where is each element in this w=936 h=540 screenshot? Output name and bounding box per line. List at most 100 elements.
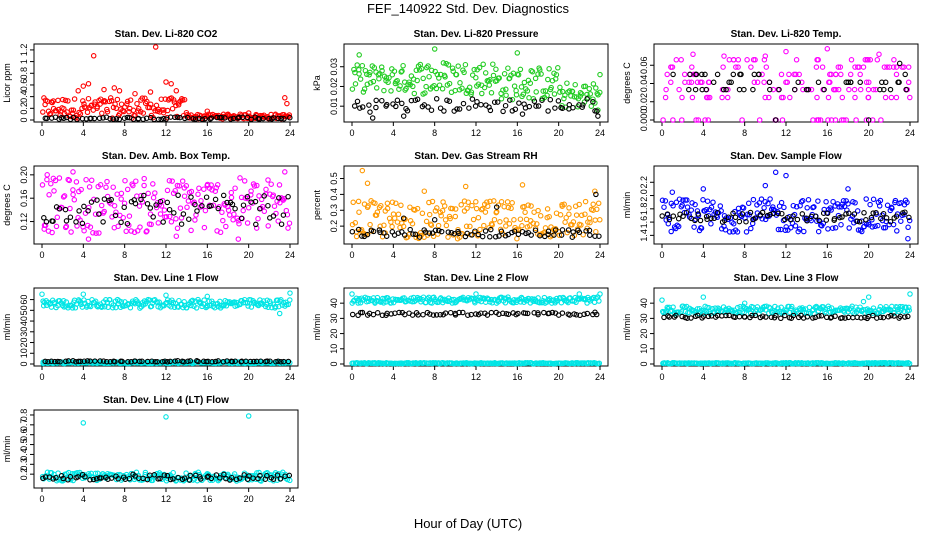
data-point [838, 221, 844, 228]
data-point [44, 172, 50, 178]
data-point [287, 360, 293, 366]
x-tick-label: 0 [39, 372, 44, 382]
data-point [426, 211, 433, 218]
data-point [220, 217, 226, 224]
data-point [427, 221, 434, 227]
data-point [768, 314, 775, 320]
data-point [248, 188, 254, 194]
x-tick-label: 4 [391, 372, 396, 382]
data-point [783, 48, 789, 55]
data-point [864, 57, 870, 63]
data-point [432, 208, 439, 214]
data-point [277, 200, 283, 206]
data-point [244, 220, 251, 226]
data-point [683, 209, 690, 216]
data-point [65, 98, 71, 104]
data-point [100, 115, 106, 121]
data-point [86, 204, 92, 211]
data-point [61, 193, 68, 199]
data-point [759, 313, 766, 319]
data-point [208, 475, 215, 482]
data-point [367, 221, 373, 228]
data-point [680, 197, 686, 203]
data-point [97, 358, 103, 364]
data-point [44, 176, 50, 183]
data-point [684, 204, 691, 210]
data-point [841, 203, 848, 210]
data-point [723, 312, 729, 319]
data-point [52, 358, 58, 365]
data-point [58, 115, 65, 121]
data-point [580, 102, 586, 108]
data-point [854, 218, 861, 225]
data-point [435, 231, 441, 237]
data-point [559, 310, 566, 316]
data-point [56, 175, 63, 181]
data-point [881, 64, 888, 70]
data-point [705, 117, 711, 123]
data-point [815, 228, 822, 235]
data-point [286, 220, 293, 226]
data-point [525, 202, 531, 208]
data-point [694, 312, 701, 319]
data-point [50, 218, 56, 224]
data-point [592, 188, 598, 194]
x-tick-label: 16 [512, 128, 522, 138]
data-point [52, 177, 59, 184]
data-point [594, 108, 600, 114]
data-point [890, 360, 896, 366]
data-point [126, 475, 133, 482]
data-point [840, 198, 847, 204]
data-point [118, 196, 124, 202]
data-point [213, 472, 220, 478]
data-point [686, 79, 692, 86]
data-point [376, 227, 383, 233]
data-point [689, 94, 696, 101]
data-point [276, 310, 283, 317]
x-tick-label: 24 [905, 128, 915, 138]
data-point [700, 294, 707, 300]
data-point [111, 85, 118, 91]
data-point [285, 225, 291, 231]
data-point [231, 211, 237, 218]
data-point [141, 192, 147, 199]
data-point [557, 84, 563, 91]
data-point [544, 206, 551, 212]
data-point [209, 187, 215, 193]
series-average [351, 96, 601, 121]
data-point [232, 358, 238, 364]
data-point [452, 213, 459, 220]
data-point [835, 64, 842, 70]
data-point [199, 203, 205, 209]
x-tick-label: 16 [822, 250, 832, 260]
data-point [143, 229, 149, 235]
data-point [564, 80, 570, 86]
data-point [374, 209, 381, 215]
data-point [566, 205, 572, 211]
data-point [164, 359, 171, 365]
y-tick-label: 0.5 [329, 172, 339, 185]
data-point [244, 194, 251, 200]
data-point [161, 207, 168, 213]
data-point [115, 223, 121, 230]
data-point [426, 199, 432, 206]
data-point [227, 116, 234, 122]
data-point [217, 114, 223, 121]
data-point [806, 304, 813, 311]
data-point [560, 294, 566, 301]
data-point [535, 103, 542, 109]
data-point [91, 115, 98, 122]
data-point [198, 300, 204, 307]
data-point [113, 105, 120, 112]
data-point [217, 298, 223, 305]
data-point [791, 86, 798, 93]
data-point [808, 86, 815, 93]
data-point [159, 358, 166, 365]
data-point [441, 203, 448, 209]
data-point [867, 57, 874, 63]
data-point [664, 211, 671, 217]
data-point [181, 96, 188, 103]
data-point [378, 202, 384, 209]
data-point [465, 199, 471, 205]
